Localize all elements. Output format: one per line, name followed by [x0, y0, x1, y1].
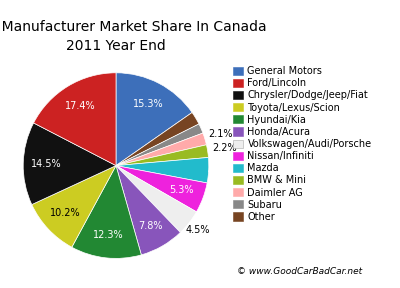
Wedge shape	[72, 166, 141, 258]
Wedge shape	[116, 158, 209, 183]
Wedge shape	[23, 123, 116, 204]
Wedge shape	[32, 166, 116, 247]
Wedge shape	[116, 124, 203, 166]
Text: 4.5%: 4.5%	[186, 225, 210, 234]
Text: © www.GoodCarBadCar.net: © www.GoodCarBadCar.net	[238, 268, 362, 276]
Wedge shape	[116, 166, 196, 232]
Legend: General Motors, Ford/Lincoln, Chrysler/Dodge/Jeep/Fiat, Toyota/Lexus/Scion, Hyun: General Motors, Ford/Lincoln, Chrysler/D…	[233, 66, 372, 222]
Text: 2.3%: 2.3%	[198, 105, 222, 115]
Text: 17.4%: 17.4%	[64, 101, 95, 111]
Text: Auto Manufacturer Market Share In Canada
2011 Year End: Auto Manufacturer Market Share In Canada…	[0, 20, 267, 52]
Wedge shape	[116, 73, 192, 166]
Wedge shape	[116, 145, 208, 166]
Wedge shape	[116, 166, 207, 212]
Wedge shape	[116, 113, 199, 166]
Text: 2.1%: 2.1%	[209, 129, 233, 139]
Text: 10.2%: 10.2%	[50, 208, 80, 218]
Text: 7.8%: 7.8%	[138, 221, 163, 231]
Text: 14.5%: 14.5%	[31, 159, 62, 169]
Text: 4.4%: 4.4%	[208, 166, 232, 176]
Text: 5.3%: 5.3%	[169, 185, 194, 195]
Text: 2.2%: 2.2%	[212, 143, 236, 154]
Text: 15.3%: 15.3%	[133, 99, 164, 109]
Text: 1.7%: 1.7%	[204, 117, 229, 127]
Text: 12.3%: 12.3%	[93, 230, 124, 240]
Wedge shape	[116, 133, 206, 166]
Wedge shape	[34, 73, 116, 166]
Wedge shape	[116, 166, 180, 255]
